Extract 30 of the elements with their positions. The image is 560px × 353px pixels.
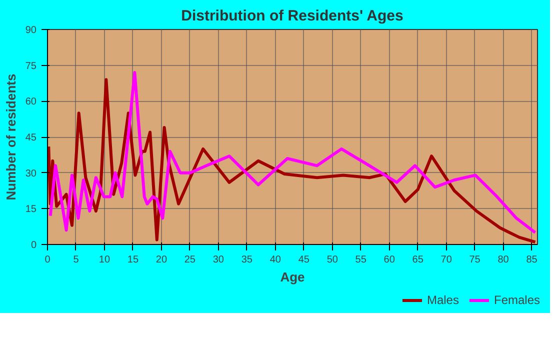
x-tick-label: 40 [270, 254, 282, 266]
x-tick-label: 35 [241, 254, 253, 266]
y-tick-label: 15 [25, 204, 37, 216]
x-tick-label: 55 [355, 254, 367, 266]
x-axis-title: Age [280, 270, 305, 284]
x-tick-label: 60 [384, 254, 396, 266]
x-tick-label: 25 [184, 254, 196, 266]
x-tick-label: 15 [127, 254, 139, 266]
y-tick-label: 90 [25, 25, 37, 36]
x-tick-label: 45 [298, 254, 310, 266]
y-axis-title: Number of residents [3, 74, 18, 200]
y-tick-label: 60 [25, 96, 37, 108]
x-tick-label: 65 [412, 254, 424, 266]
y-tick-label: 0 [30, 240, 37, 251]
x-tick-label: 5 [73, 254, 80, 266]
chart-title: Distribution of Residents' Ages [181, 8, 404, 24]
x-tick-label: 50 [326, 254, 338, 266]
y-tick-label: 45 [25, 132, 37, 144]
x-tick-label: 0 [44, 254, 51, 266]
x-tick-label: 70 [440, 254, 452, 266]
legend-label: Females [494, 293, 540, 307]
x-tick-label: 75 [469, 254, 481, 266]
y-tick-label: 75 [25, 60, 37, 72]
x-tick-label: 80 [498, 254, 510, 266]
legend-label: Males [426, 293, 459, 307]
x-tick-label: 20 [156, 254, 168, 266]
x-tick-label: 10 [98, 254, 110, 266]
y-tick-label: 30 [25, 168, 37, 180]
x-tick-label: 85 [526, 254, 538, 266]
x-tick-label: 30 [212, 254, 224, 266]
